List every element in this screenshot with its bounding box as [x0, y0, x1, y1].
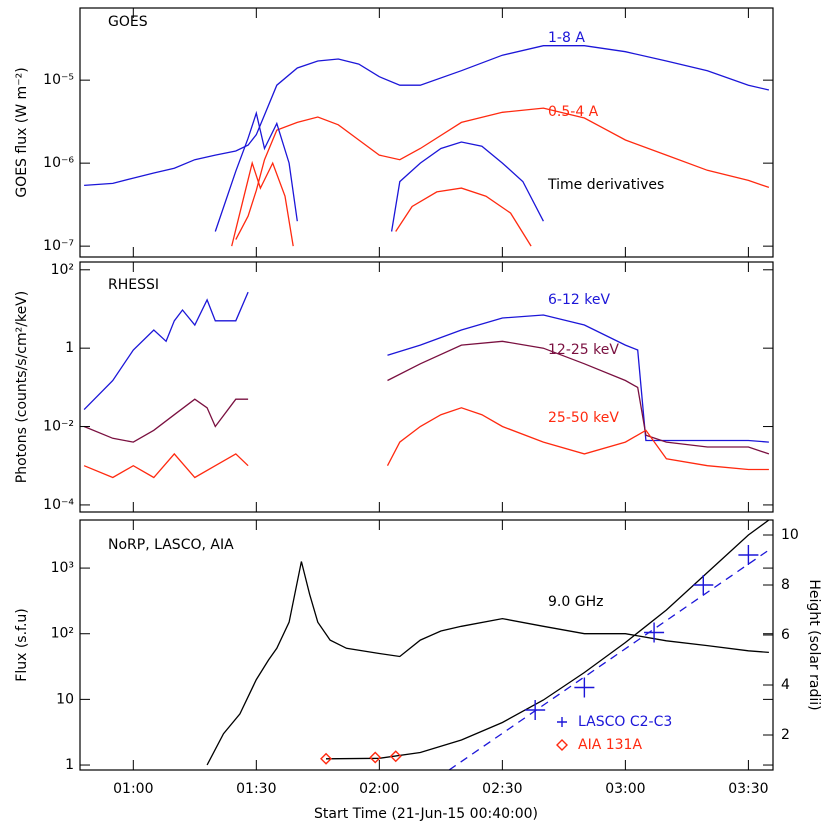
- panel-title: NoRP, LASCO, AIA: [108, 537, 234, 553]
- plus-marker: [693, 575, 714, 595]
- series-line: [83, 407, 769, 479]
- legend-marker: [557, 717, 567, 727]
- series-label: LASCO C2-C3: [578, 714, 672, 730]
- x-tick-label: 02:30: [482, 781, 522, 797]
- y-tick-label: 10: [56, 691, 74, 707]
- plus-marker: [525, 700, 546, 720]
- y-tick-label: 10²: [51, 262, 74, 278]
- series-line: [206, 561, 769, 766]
- panel-title: GOES: [108, 14, 148, 30]
- y-axis-label: Flux (s.f.u): [14, 608, 30, 681]
- derivative-line: [214, 110, 544, 232]
- plus-marker: [574, 677, 595, 698]
- frame: [79, 261, 774, 513]
- series-line: [235, 107, 770, 240]
- y2-tick-label: 2: [781, 727, 790, 743]
- frame: [79, 519, 774, 771]
- series-label: 12-25 keV: [548, 342, 619, 358]
- panel: 10⁻⁷ 10⁻⁶ 10⁻⁵ GOES GOES flux (W m⁻²) 1-8 A 0.…: [14, 7, 774, 258]
- x-tick-label: 01:30: [236, 781, 276, 797]
- series-label: 6-12 keV: [548, 292, 610, 308]
- plot-area: [83, 291, 770, 479]
- series-label: AIA 131A: [578, 737, 642, 753]
- fit-line: [448, 549, 770, 770]
- series-label: Time derivatives: [547, 177, 664, 193]
- y-axis-label: Photons (counts/s/cm²/keV): [14, 291, 30, 483]
- y-tick-label: 1: [65, 757, 74, 773]
- plot-area: [206, 520, 770, 770]
- derivative-line: [231, 160, 532, 247]
- y-tick-label: 10³: [51, 560, 74, 576]
- series-line: [84, 45, 770, 187]
- x-tick-label: 03:00: [605, 781, 645, 797]
- series-line: [83, 340, 770, 455]
- y-tick-label: 10⁻⁷: [43, 238, 74, 254]
- series-label: 1-8 A: [548, 30, 585, 46]
- y2-tick-label: 6: [781, 627, 790, 643]
- y2-tick-label: 4: [781, 677, 790, 693]
- y2-axis-label: Height (solar radii): [806, 579, 822, 710]
- diamond-marker: [369, 751, 382, 764]
- y-tick-label: 10²: [51, 626, 74, 642]
- x-tick-label: 03:30: [728, 781, 768, 797]
- diamond-marker: [320, 752, 333, 765]
- series-label: 0.5-4 A: [548, 104, 599, 120]
- y2-tick-label: 10: [781, 527, 799, 543]
- plot-area: [84, 45, 770, 247]
- panel: 1 10 10² 10³ 2 4 6 8 10 01:00 01:30 02:00 02:30 03:00…: [14, 519, 822, 797]
- x-tick-label: 02:00: [359, 781, 399, 797]
- x-axis-label: Start Time (21-Jun-15 00:40:00): [314, 806, 538, 822]
- y-tick-label: 10⁻⁴: [43, 497, 74, 513]
- frame: [79, 7, 774, 258]
- panel-title: RHESSI: [108, 277, 159, 293]
- plus-marker: [738, 545, 759, 565]
- diamond-marker: [389, 750, 402, 763]
- y-tick-label: 10⁻⁵: [43, 72, 74, 88]
- panel: 10⁻⁴ 10⁻² 1 10² RHESSI Photons (counts/s/cm²/…: [14, 261, 774, 513]
- x-tick-label: 01:00: [113, 781, 153, 797]
- plus-marker: [644, 622, 665, 643]
- y-tick-label: 1: [65, 340, 74, 356]
- legend-marker: [556, 739, 568, 751]
- fit-line: [325, 520, 770, 760]
- y-tick-label: 10⁻²: [43, 419, 74, 435]
- y-tick-label: 10⁻⁶: [43, 155, 74, 171]
- series-label: 25-50 keV: [548, 410, 619, 426]
- y-axis-label: GOES flux (W m⁻²): [14, 67, 30, 197]
- series-line: [83, 291, 769, 443]
- y2-tick-label: 8: [781, 577, 790, 593]
- series-label: 9.0 GHz: [548, 594, 603, 610]
